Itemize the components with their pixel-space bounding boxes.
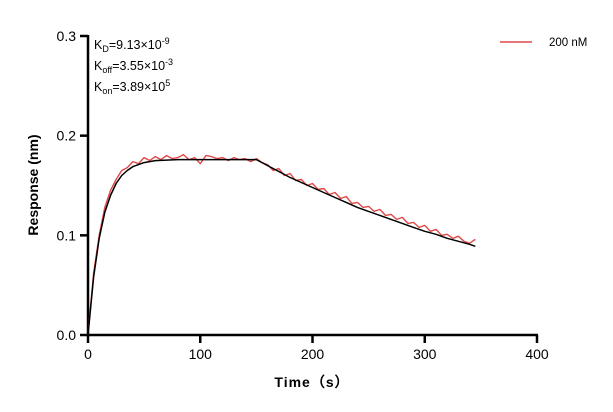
koff-annotation: Koff=3.55×10-3: [94, 57, 173, 75]
y-axis-label: Response (nm): [25, 134, 41, 235]
y-tick-label: 0.2: [57, 128, 77, 144]
x-tick-label: 100: [189, 346, 213, 362]
y-tick-label: 0.1: [57, 227, 77, 243]
y-tick-label: 0.3: [57, 28, 77, 44]
x-tick-label: 400: [525, 346, 549, 362]
x-tick-label: 300: [413, 346, 437, 362]
x-axis-label: Time（s）: [274, 374, 349, 390]
kd-annotation: KD=9.13×10-9: [94, 36, 170, 54]
y-tick-label: 0.0: [57, 327, 77, 343]
series-line-200nm: [87, 153, 476, 336]
x-tick-label: 0: [84, 346, 92, 362]
fit-curve-line: [87, 158, 476, 336]
legend-label-200nm: 200 nM: [549, 37, 587, 49]
x-tick-label: 200: [301, 346, 325, 362]
legend: 200 nM: [500, 37, 587, 49]
kinetics-annotation: KD=9.13×10-9 Koff=3.55×10-3 Kon=3.89×105: [94, 36, 173, 96]
kon-annotation: Kon=3.89×105: [94, 78, 170, 96]
